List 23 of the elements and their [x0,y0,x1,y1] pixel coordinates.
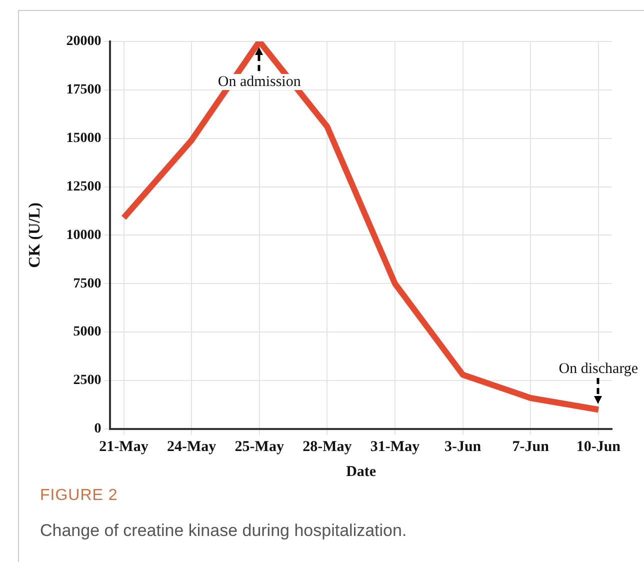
x-tick-label: 31-May [370,438,420,455]
y-tick-label: 2500 [73,373,102,388]
x-tick-label: 21-May [99,438,149,455]
annotation: On admission [216,74,303,90]
y-tick-label: 15000 [66,130,102,146]
caption: FIGURE 2 [40,487,118,505]
x-tick-label: 7-Jun [512,438,550,455]
y-tick-label: 20000 [66,34,102,50]
x-tick-label: 28-May [302,438,352,455]
annotation: On discharge [556,360,640,377]
x-tick-label: 3-Jun [444,438,482,455]
x-axis-title: Date [346,464,376,480]
x-tick-label: 10-Jun [576,438,622,455]
x-tick-label: 25-May [234,438,284,455]
y-tick-label: 0 [94,422,102,437]
y-tick-label: 10000 [66,228,102,243]
text: Change of creatine kinase during hospitalization. [40,521,407,541]
y-tick-label: 12500 [66,179,102,194]
y-tick-label: 17500 [66,82,102,98]
y-tick-label: 5000 [73,324,102,340]
y-axis-title: CK (U/L) [26,202,44,268]
y-tick-label: 7500 [73,276,102,292]
x-tick-label: 24-May [166,438,217,455]
